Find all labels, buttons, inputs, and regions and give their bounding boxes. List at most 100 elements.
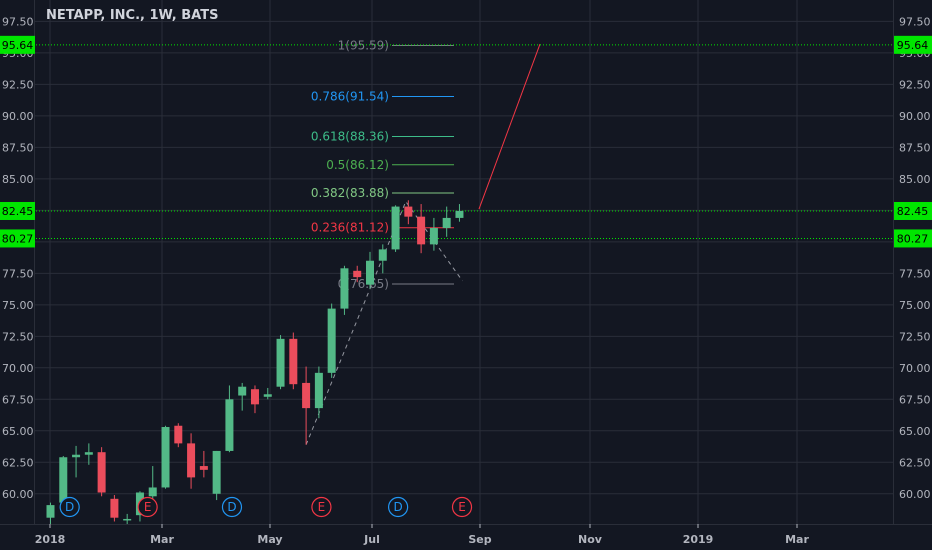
earnings-marker-label: E <box>458 500 466 514</box>
y-tick-label-left: 62.50 <box>2 456 34 469</box>
candle-body <box>46 505 55 518</box>
y-tick-label-left: 60.00 <box>2 488 34 501</box>
dividend-marker <box>388 496 409 518</box>
y-tick-label-left: 97.50 <box>2 15 34 28</box>
y-tick-label-left: 72.50 <box>2 330 34 343</box>
price-badge-label: 95.64 <box>2 39 34 52</box>
y-tick-label-right: 97.50 <box>899 15 931 28</box>
candle-body <box>238 386 247 396</box>
candle-body <box>97 452 106 493</box>
fib-level-label: 0(76.65) <box>338 277 389 291</box>
x-tick-label: Mar <box>785 533 809 546</box>
candle-body <box>455 210 464 218</box>
y-tick-label-left: 77.50 <box>2 267 34 280</box>
candle-body <box>174 425 183 444</box>
candle-body <box>391 206 400 250</box>
candle-body <box>378 249 387 261</box>
dividend-marker-label: D <box>65 500 74 514</box>
candle-body <box>429 227 438 245</box>
y-tick-label-right: 70.00 <box>899 362 931 375</box>
y-tick-label-right: 65.00 <box>899 425 931 438</box>
price-badge-label: 80.27 <box>897 232 929 245</box>
candle-body <box>366 260 374 285</box>
earnings-marker <box>451 496 473 518</box>
x-tick-label: Jul <box>363 533 380 546</box>
y-tick-label-left: 75.00 <box>2 299 34 312</box>
price-badge-label: 82.45 <box>2 205 34 218</box>
y-tick-label-left: 70.00 <box>2 362 34 375</box>
candle-body <box>250 389 259 405</box>
candle-body <box>187 443 196 478</box>
y-tick-label-right: 85.00 <box>899 173 931 186</box>
candle-body <box>289 338 298 385</box>
fib-level-label: 1(95.59) <box>338 38 389 52</box>
dividend-marker-label: D <box>227 500 236 514</box>
y-tick-label-left: 92.50 <box>2 78 34 91</box>
candle-body <box>84 452 93 455</box>
candle-body <box>72 454 81 458</box>
candle-body <box>263 394 272 397</box>
x-tick-label: 2019 <box>683 533 714 546</box>
y-tick-label-left: 67.50 <box>2 393 34 406</box>
price-badge-label: 95.64 <box>897 39 929 52</box>
candle-body <box>59 457 68 503</box>
candle-body <box>417 216 426 245</box>
candle-body <box>276 338 285 387</box>
price-badge-right <box>894 229 932 248</box>
y-tick-label-left: 65.00 <box>2 425 34 438</box>
y-tick-label-right: 67.50 <box>899 393 931 406</box>
price-badge-left <box>0 35 35 54</box>
candle-body <box>353 270 362 278</box>
price-badge-right <box>894 201 932 220</box>
earnings-marker <box>137 496 158 518</box>
candle-body <box>123 518 132 521</box>
price-badge-left <box>0 229 35 248</box>
y-tick-label-left: 85.00 <box>2 173 34 186</box>
candle-body <box>110 498 119 518</box>
price-badge-left <box>0 201 35 220</box>
candle-body <box>148 487 157 497</box>
dividend-marker <box>221 496 243 518</box>
candle-body <box>212 450 221 494</box>
candle-body <box>404 206 413 217</box>
earnings-marker-label: E <box>318 500 326 514</box>
y-tick-label-right: 60.00 <box>899 488 931 501</box>
projection-line <box>478 43 541 210</box>
y-tick-label-right: 62.50 <box>899 456 931 469</box>
x-tick-label: May <box>257 533 282 546</box>
candle-body <box>340 268 349 309</box>
candle-body <box>199 466 208 470</box>
candle-body <box>314 372 323 409</box>
y-tick-label-left: 87.50 <box>2 141 34 154</box>
y-tick-label-right: 90.00 <box>899 110 931 123</box>
y-tick-label-right: 75.00 <box>899 299 931 312</box>
y-tick-label-right: 92.50 <box>899 78 931 91</box>
x-tick-label: Mar <box>150 533 174 546</box>
price-badge-label: 82.45 <box>897 205 929 218</box>
fib-level-label: 0.236(81.12) <box>311 221 389 235</box>
x-tick-label: Sep <box>468 533 491 546</box>
y-tick-label-right: 77.50 <box>899 267 931 280</box>
fib-level-label: 0.382(83.88) <box>311 186 389 200</box>
x-tick-label: Nov <box>578 533 603 546</box>
x-tick-label: 2018 <box>35 533 66 546</box>
candle-body <box>302 382 311 409</box>
y-tick-label-right: 72.50 <box>899 330 931 343</box>
chart-title: NETAPP, INC., 1W, BATS <box>46 8 219 23</box>
price-badge-label: 80.27 <box>2 232 34 245</box>
dividend-marker-label: D <box>393 500 402 514</box>
earnings-marker-label: E <box>144 500 152 514</box>
candle-body <box>442 217 451 228</box>
fib-level-label: 0.618(88.36) <box>311 130 389 144</box>
earnings-marker <box>311 496 332 518</box>
fib-level-label: 0.786(91.54) <box>311 89 389 103</box>
fib-level-label: 0.5(86.12) <box>326 158 389 172</box>
candle-body <box>225 399 234 451</box>
y-tick-label-left: 90.00 <box>2 110 34 123</box>
candle-body <box>327 308 336 373</box>
y-tick-label-right: 87.50 <box>899 141 931 154</box>
price-badge-right <box>894 35 932 54</box>
dividend-marker <box>59 496 80 518</box>
